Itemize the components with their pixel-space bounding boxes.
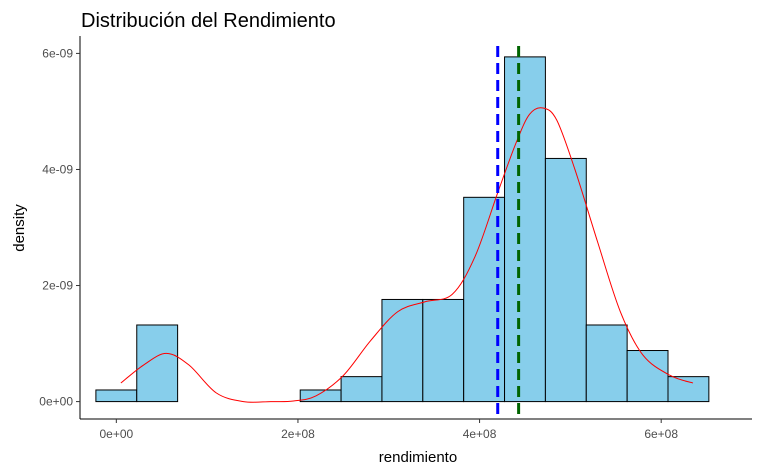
chart-title: Distribución del Rendimiento [81, 10, 336, 32]
axes [79, 36, 752, 420]
density-curve [120, 107, 694, 403]
y-tick-label-0: 0e+00 [39, 395, 73, 409]
y-axis-title: density [11, 204, 28, 252]
x-axis-title: rendimiento [379, 449, 457, 466]
histogram-bar-0 [95, 389, 138, 403]
histogram-bar-14 [667, 376, 710, 403]
histogram-bar-10 [504, 56, 546, 403]
histogram-bar-5 [299, 389, 342, 403]
x-tick-label-0: 0e+00 [99, 427, 133, 441]
y-tick-label-2: 4e-09 [42, 162, 73, 176]
histogram-bar-12 [585, 324, 628, 403]
histogram-bar-6 [340, 376, 383, 403]
y-tick-label-1: 2e-09 [42, 279, 73, 293]
histogram-bar-1 [136, 324, 179, 403]
histogram-bars [95, 56, 710, 403]
histogram-bar-7 [381, 298, 424, 403]
reference-lines [496, 46, 521, 419]
x-tick-label-1: 2e+08 [281, 427, 315, 441]
histogram-bar-8 [422, 298, 465, 403]
x-tick-label-2: 4e+08 [463, 427, 497, 441]
y-ticks: 0e+00 2e-09 4e-09 6e-09 [39, 46, 80, 409]
x-ticks: 0e+00 2e+08 4e+08 6e+08 [99, 419, 678, 441]
histogram-bar-13 [626, 350, 669, 403]
histogram-bar-11 [544, 157, 587, 403]
x-tick-label-3: 6e+08 [644, 427, 678, 441]
density-curve-group [120, 107, 694, 403]
y-tick-label-3: 6e-09 [42, 46, 73, 60]
